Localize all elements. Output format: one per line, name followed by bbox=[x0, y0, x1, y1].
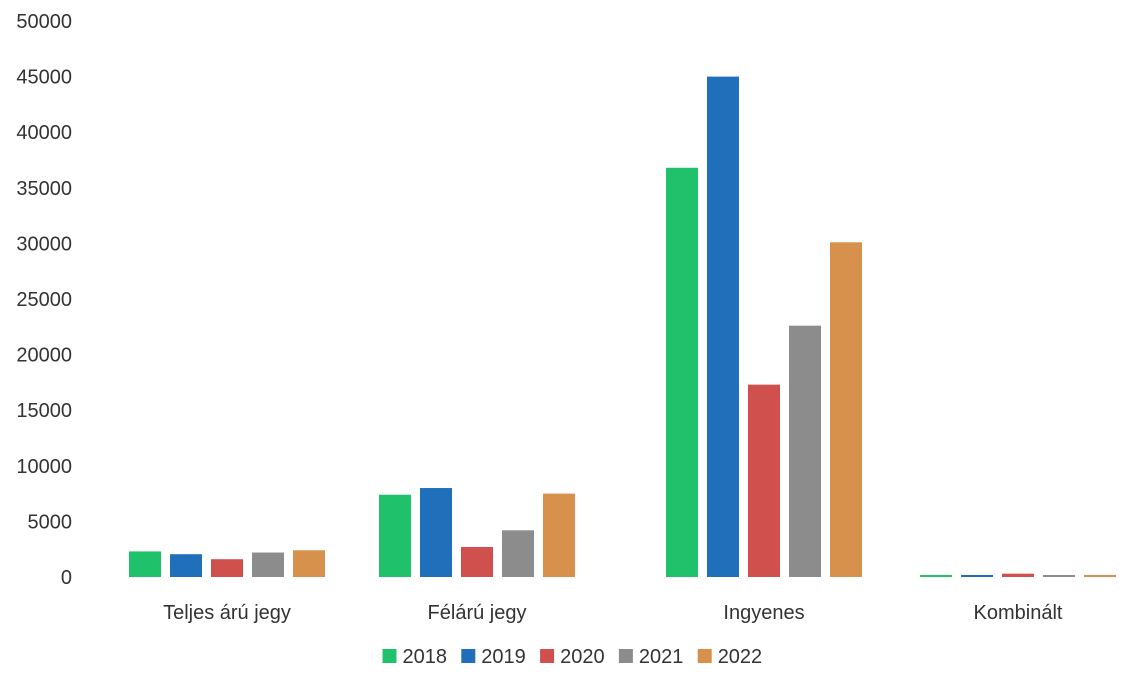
bar-2022-1 bbox=[543, 493, 575, 577]
bar-2018-3 bbox=[920, 575, 952, 577]
legend: 2018 2019 2020 2021 2022 bbox=[382, 646, 763, 668]
category-label-1: Félárú jegy bbox=[428, 602, 527, 624]
bar-2022-3 bbox=[1084, 575, 1116, 577]
category-label-0: Teljes árú jegy bbox=[163, 602, 291, 624]
y-tick-label-9: 45000 bbox=[16, 67, 72, 89]
bar-2018-1 bbox=[379, 494, 411, 577]
bar-2019-2 bbox=[707, 76, 739, 577]
y-tick-label-10: 50000 bbox=[16, 11, 72, 33]
bar-2020-3 bbox=[1002, 573, 1034, 577]
legend-swatch-2021 bbox=[618, 649, 633, 663]
bar-group-0 bbox=[129, 550, 325, 577]
y-tick-label-0: 0 bbox=[61, 567, 72, 589]
legend-label-2022: 2022 bbox=[718, 646, 763, 668]
bar-2019-0 bbox=[170, 554, 202, 577]
plot-area bbox=[129, 76, 1116, 577]
legend-swatch-2020 bbox=[540, 649, 555, 663]
bar-2022-0 bbox=[293, 550, 325, 577]
legend-swatch-2018 bbox=[382, 649, 397, 663]
category-label-3: Kombinált bbox=[974, 602, 1063, 624]
bar-2019-1 bbox=[420, 488, 452, 577]
legend-label-2021: 2021 bbox=[639, 646, 684, 668]
bar-2018-0 bbox=[129, 551, 161, 577]
legend-label-2018: 2018 bbox=[403, 646, 448, 668]
bar-2022-2 bbox=[830, 242, 862, 577]
bar-2019-3 bbox=[961, 575, 993, 577]
bar-2021-0 bbox=[252, 552, 284, 577]
legend-item-2018: 2018 bbox=[382, 646, 448, 668]
legend-label-2019: 2019 bbox=[481, 646, 526, 668]
y-tick-label-7: 35000 bbox=[16, 178, 72, 200]
bar-2020-0 bbox=[211, 559, 243, 577]
bar-2021-2 bbox=[789, 325, 821, 577]
bar-2020-2 bbox=[748, 384, 780, 577]
bar-2021-1 bbox=[502, 530, 534, 577]
y-tick-label-2: 10000 bbox=[16, 456, 72, 478]
legend-swatch-2019 bbox=[461, 649, 476, 663]
bar-2018-2 bbox=[666, 167, 698, 577]
legend-label-2020: 2020 bbox=[560, 646, 605, 668]
category-label-2: Ingyenes bbox=[723, 602, 804, 624]
legend-item-2019: 2019 bbox=[461, 646, 526, 668]
y-axis: 0 5000 10000 15000 20000 25000 30000 35000 40000… bbox=[16, 11, 72, 589]
bar-2021-3 bbox=[1043, 575, 1075, 577]
legend-swatch-2022 bbox=[697, 649, 712, 663]
legend-item-2021: 2021 bbox=[618, 646, 684, 668]
bar-group-2 bbox=[666, 76, 862, 577]
y-tick-label-5: 25000 bbox=[16, 289, 72, 311]
bar-2020-1 bbox=[461, 546, 493, 577]
bar-group-1 bbox=[379, 488, 575, 577]
legend-item-2022: 2022 bbox=[697, 646, 763, 668]
x-axis: Teljes árú jegy Félárú jegy Ingyenes Kombin… bbox=[163, 602, 1063, 624]
y-tick-label-3: 15000 bbox=[16, 400, 72, 422]
legend-item-2020: 2020 bbox=[540, 646, 605, 668]
bar-group-3 bbox=[920, 573, 1116, 577]
y-tick-label-8: 40000 bbox=[16, 122, 72, 144]
y-tick-label-1: 5000 bbox=[28, 511, 73, 533]
y-tick-label-6: 30000 bbox=[16, 233, 72, 255]
y-tick-label-4: 20000 bbox=[16, 345, 72, 367]
